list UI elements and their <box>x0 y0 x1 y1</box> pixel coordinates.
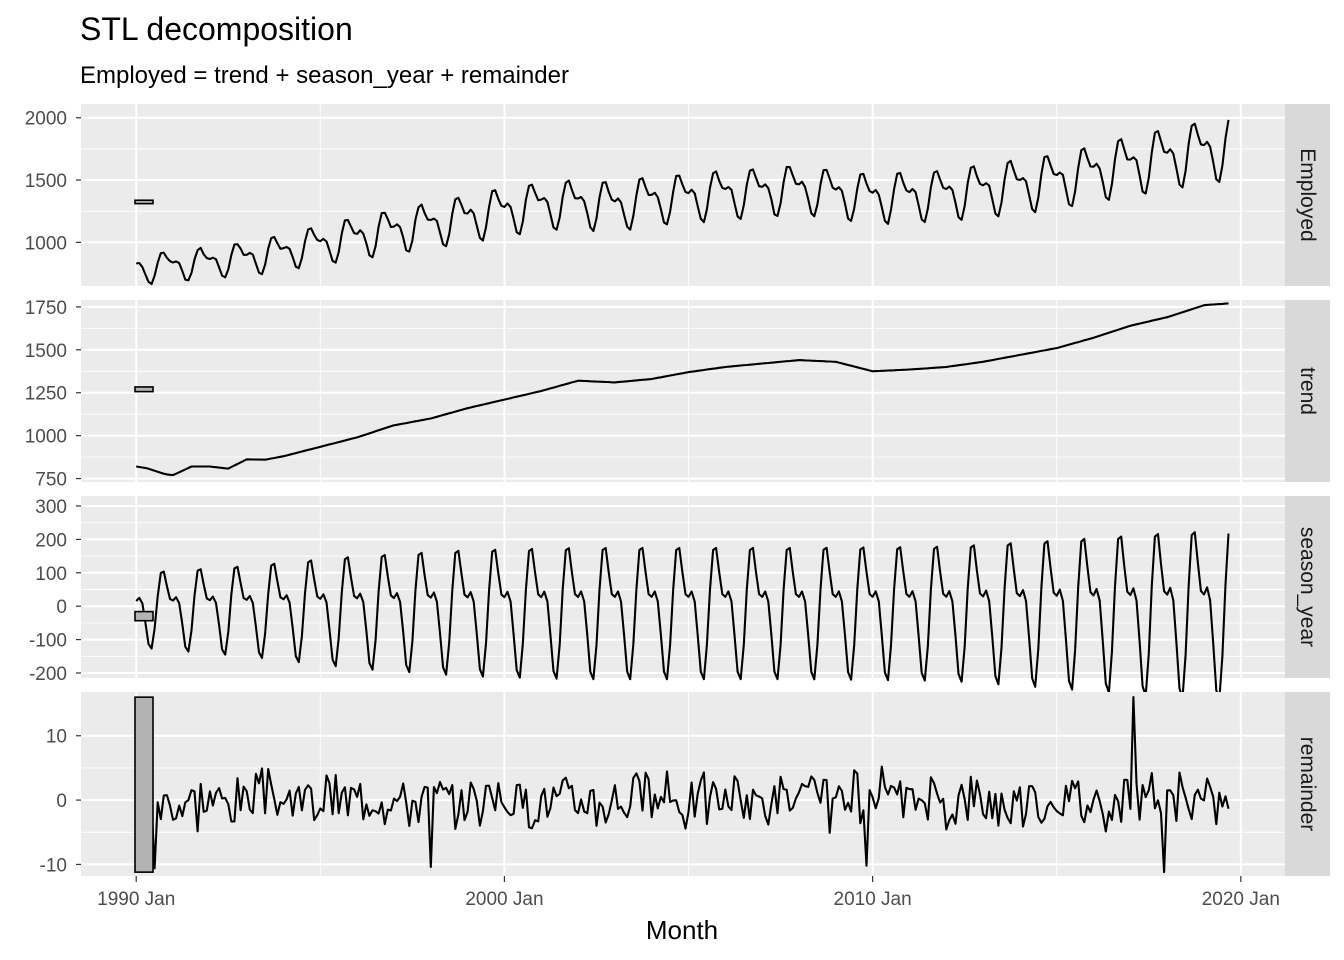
facet-strip-label: season_year <box>1296 527 1319 647</box>
panel-background <box>81 692 1285 876</box>
y-tick-label: 1000 <box>25 233 67 254</box>
y-tick-label: 1500 <box>25 341 67 362</box>
chart-title: STL decomposition <box>80 11 353 47</box>
series-line-remainder <box>135 696 1230 874</box>
y-tick-label: 750 <box>35 470 67 491</box>
y-tick-label: 1000 <box>25 427 67 448</box>
range-bar <box>134 199 154 205</box>
y-tick-label: 0 <box>56 597 67 618</box>
y-tick-label: 100 <box>35 564 67 585</box>
facet-strip-label: remainder <box>1296 737 1319 832</box>
y-tick-label: 1250 <box>25 384 67 405</box>
panel-background <box>81 496 1285 678</box>
y-tick-label: 1750 <box>25 298 67 319</box>
y-tick-label: -200 <box>29 664 67 685</box>
series-line-Employed <box>136 119 1230 286</box>
y-tick-label: 1500 <box>25 171 67 192</box>
y-tick-label: 10 <box>46 727 67 748</box>
facet-panels: 100015002000Employed7501000125015001750t… <box>25 104 1330 876</box>
range-bar <box>134 610 154 622</box>
series-line-trend <box>136 302 1229 477</box>
x-tick-label: 2020 Jan <box>1202 889 1280 910</box>
panel-remainder: -10 0 10 remainder <box>40 692 1330 876</box>
x-axis-title: Month <box>646 915 718 945</box>
facet-strip <box>1285 300 1330 482</box>
facet-strip <box>1285 496 1330 678</box>
panel-background <box>81 300 1285 482</box>
panel-season-year: -200 -100 0 100 200 300 season_year <box>29 496 1330 702</box>
x-tick-label: 2010 Jan <box>834 889 912 910</box>
facet-strip <box>1285 104 1330 286</box>
panel-Employed: 1000 1500 2000 Employed <box>25 104 1330 286</box>
panel-background <box>81 104 1285 286</box>
facet-strip <box>1285 692 1330 876</box>
y-tick-label: 300 <box>35 497 67 518</box>
facet-strip-label: trend <box>1296 367 1319 415</box>
facet-strip-label: Employed <box>1296 148 1319 241</box>
panel-trend: 750 1000 1250 1500 1750 trend <box>25 298 1330 491</box>
y-tick-label: 200 <box>35 530 67 551</box>
x-tick-label: 2000 Jan <box>465 889 543 910</box>
y-tick-label: -100 <box>29 631 67 652</box>
y-tick-label: -10 <box>40 855 67 876</box>
y-tick-label: 2000 <box>25 109 67 130</box>
y-tick-label: 0 <box>56 791 67 812</box>
series-line-season-year <box>135 531 1230 702</box>
range-bar <box>134 386 154 393</box>
range-bar <box>134 696 154 873</box>
chart-subtitle: Employed = trend + season_year + remaind… <box>80 62 569 89</box>
x-axis: 1990 Jan 2000 Jan 2010 Jan 2020 Jan <box>97 876 1280 910</box>
x-tick-label: 1990 Jan <box>97 889 175 910</box>
